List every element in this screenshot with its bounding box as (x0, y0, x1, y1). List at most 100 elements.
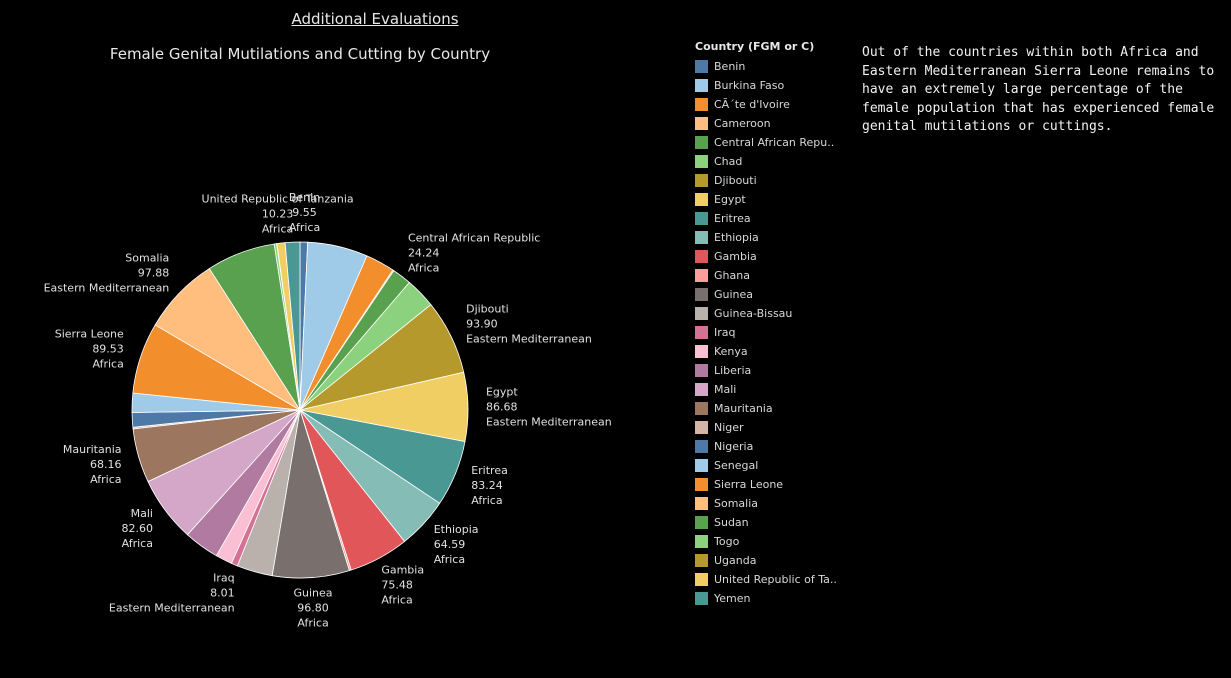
legend-label: Djibouti (714, 174, 757, 187)
slice-label-region: Africa (471, 494, 502, 507)
legend-item[interactable]: Somalia (695, 494, 845, 513)
legend-item[interactable]: Guinea-Bissau (695, 304, 845, 323)
slice-label-value: 8.01 (210, 586, 235, 599)
legend-item[interactable]: Ghana (695, 266, 845, 285)
slice-label-country: Djibouti (466, 302, 509, 315)
slice-label-region: Africa (262, 222, 293, 235)
legend-item[interactable]: Sudan (695, 513, 845, 532)
legend-label: Niger (714, 421, 744, 434)
legend-label: Chad (714, 155, 743, 168)
legend-item[interactable]: Kenya (695, 342, 845, 361)
pie-label-sierra-leone: Sierra Leone 89.53 Africa (55, 327, 124, 370)
legend-swatch (695, 60, 708, 73)
legend-item[interactable]: CÃ´te d'Ivoire (695, 95, 845, 114)
legend-item[interactable]: Mali (695, 380, 845, 399)
legend-item[interactable]: Iraq (695, 323, 845, 342)
legend-label: Mauritania (714, 402, 773, 415)
slice-label-value: 86.68 (486, 400, 517, 413)
legend-label: Cameroon (714, 117, 771, 130)
legend-label: Burkina Faso (714, 79, 785, 92)
slice-label-region: Eastern Mediterranean (466, 332, 592, 345)
pie-slice-yemen[interactable] (284, 241, 301, 411)
legend-swatch (695, 364, 708, 377)
legend-swatch (695, 136, 708, 149)
slice-label-value: 64.59 (434, 538, 466, 551)
legend-label: Uganda (714, 554, 757, 567)
legend-swatch (695, 250, 708, 263)
legend-item[interactable]: Uganda (695, 551, 845, 570)
legend-item[interactable]: Guinea (695, 285, 845, 304)
slice-label-region: Eastern Mediterranean (44, 282, 170, 295)
slice-label-value: 10.23 (262, 207, 294, 220)
pie-slices (131, 241, 469, 579)
legend-swatch (695, 79, 708, 92)
legend-label: Egypt (714, 193, 746, 206)
slice-label-country: Sierra Leone (55, 327, 124, 340)
legend-item[interactable]: Sierra Leone (695, 475, 845, 494)
slice-label-value: 82.60 (121, 522, 153, 535)
legend-label: Sudan (714, 516, 749, 529)
pie-label-ethiopia: Ethiopia 64.59 Africa (434, 523, 479, 566)
legend-swatch (695, 155, 708, 168)
legend-label: Eritrea (714, 212, 751, 225)
pie-label-eritrea: Eritrea 83.24 Africa (471, 464, 508, 507)
legend-item[interactable]: Chad (695, 152, 845, 171)
legend-swatch (695, 573, 708, 586)
legend-swatch (695, 516, 708, 529)
legend-label: Gambia (714, 250, 757, 263)
legend-item[interactable]: Djibouti (695, 171, 845, 190)
pie-label-gambia: Gambia 75.48 Africa (381, 564, 424, 607)
legend-swatch (695, 421, 708, 434)
slice-label-value: 89.53 (92, 342, 124, 355)
legend-label: Liberia (714, 364, 752, 377)
legend-item[interactable]: Mauritania (695, 399, 845, 418)
slice-label-country: Mauritania (63, 443, 122, 456)
legend-label: Iraq (714, 326, 736, 339)
legend-item[interactable]: Egypt (695, 190, 845, 209)
slice-label-region: Africa (289, 221, 320, 234)
slice-label-country: Central African Republic (408, 231, 540, 244)
legend-item[interactable]: Senegal (695, 456, 845, 475)
slice-label-value: 97.88 (138, 267, 170, 280)
legend-item[interactable]: Burkina Faso (695, 76, 845, 95)
legend-swatch (695, 592, 708, 605)
legend-swatch (695, 535, 708, 548)
legend-item[interactable]: Togo (695, 532, 845, 551)
legend-item[interactable]: Benin (695, 57, 845, 76)
legend-item[interactable]: Cameroon (695, 114, 845, 133)
pie-label-mauritania: Mauritania 68.16 Africa (63, 443, 122, 486)
legend-label: United Republic of Ta.. (714, 573, 837, 586)
legend-swatch (695, 497, 708, 510)
legend-item[interactable]: Eritrea (695, 209, 845, 228)
legend-item[interactable]: Niger (695, 418, 845, 437)
slice-label-country: Egypt (486, 385, 518, 398)
slice-label-value: 68.16 (90, 458, 122, 471)
slice-label-region: Africa (381, 594, 412, 607)
legend-item[interactable]: Ethiopia (695, 228, 845, 247)
slice-label-region: Eastern Mediterranean (109, 601, 235, 614)
slice-label-country: Somalia (125, 252, 169, 265)
legend-swatch (695, 307, 708, 320)
legend-label: CÃ´te d'Ivoire (714, 98, 790, 111)
annotation-text: Out of the countries within both Africa … (862, 45, 1215, 134)
legend-item[interactable]: Yemen (695, 589, 845, 608)
legend-label: Senegal (714, 459, 759, 472)
chart-title: Female Genital Mutilations and Cutting b… (109, 45, 491, 63)
slice-label-region: Africa (90, 473, 121, 486)
pie-label-somalia: Somalia 97.88 Eastern Mediterranean (44, 252, 170, 295)
legend-swatch (695, 459, 708, 472)
legend-swatch (695, 212, 708, 225)
legend-item[interactable]: Nigeria (695, 437, 845, 456)
slice-label-value: 93.90 (466, 317, 498, 330)
legend-swatch (695, 383, 708, 396)
legend-label: Togo (714, 535, 740, 548)
legend-swatch (695, 440, 708, 453)
legend-item[interactable]: Liberia (695, 361, 845, 380)
legend-item[interactable]: United Republic of Ta.. (695, 570, 845, 589)
legend-swatch (695, 478, 708, 491)
legend-item[interactable]: Gambia (695, 247, 845, 266)
slice-label-country: Mali (131, 507, 153, 520)
slice-label-region: Africa (92, 357, 123, 370)
slice-label-region: Africa (434, 553, 465, 566)
legend-item[interactable]: Central African Repu.. (695, 133, 845, 152)
